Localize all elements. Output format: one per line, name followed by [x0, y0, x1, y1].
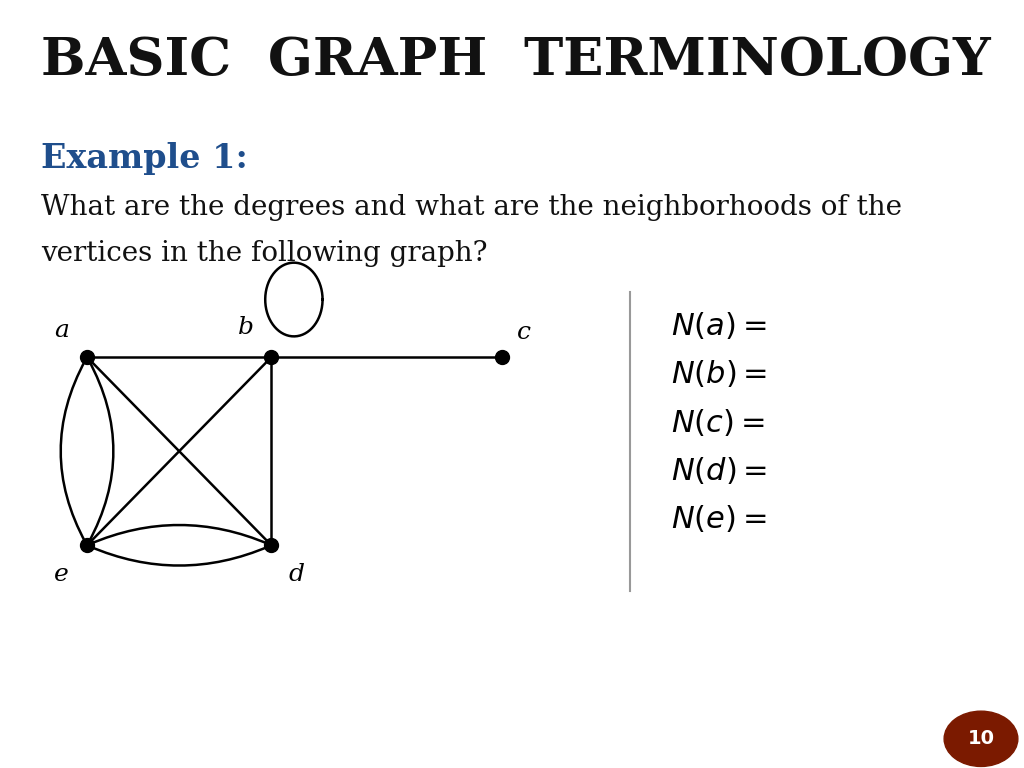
Point	[79, 351, 95, 363]
Point	[79, 539, 95, 551]
Text: d: d	[289, 563, 305, 586]
Text: Example 1:: Example 1:	[41, 142, 248, 175]
Text: What are the degrees and what are the neighborhoods of the: What are the degrees and what are the ne…	[41, 194, 902, 220]
Text: e: e	[54, 563, 69, 586]
Point	[494, 351, 510, 363]
Point	[263, 351, 280, 363]
Text: $N(b) =$: $N(b) =$	[671, 359, 767, 390]
Text: BASIC  GRAPH  TERMINOLOGY: BASIC GRAPH TERMINOLOGY	[41, 35, 990, 85]
Text: $N(c) =$: $N(c) =$	[671, 408, 765, 439]
Circle shape	[944, 711, 1018, 766]
Text: $N(e) =$: $N(e) =$	[671, 505, 766, 535]
Text: vertices in the following graph?: vertices in the following graph?	[41, 240, 487, 267]
Text: 10: 10	[968, 730, 994, 748]
Text: c: c	[517, 321, 531, 344]
Point	[263, 539, 280, 551]
Text: $N(a) =$: $N(a) =$	[671, 311, 766, 342]
Text: $N(d) =$: $N(d) =$	[671, 456, 767, 487]
Text: a: a	[54, 319, 69, 342]
Text: b: b	[238, 316, 254, 339]
